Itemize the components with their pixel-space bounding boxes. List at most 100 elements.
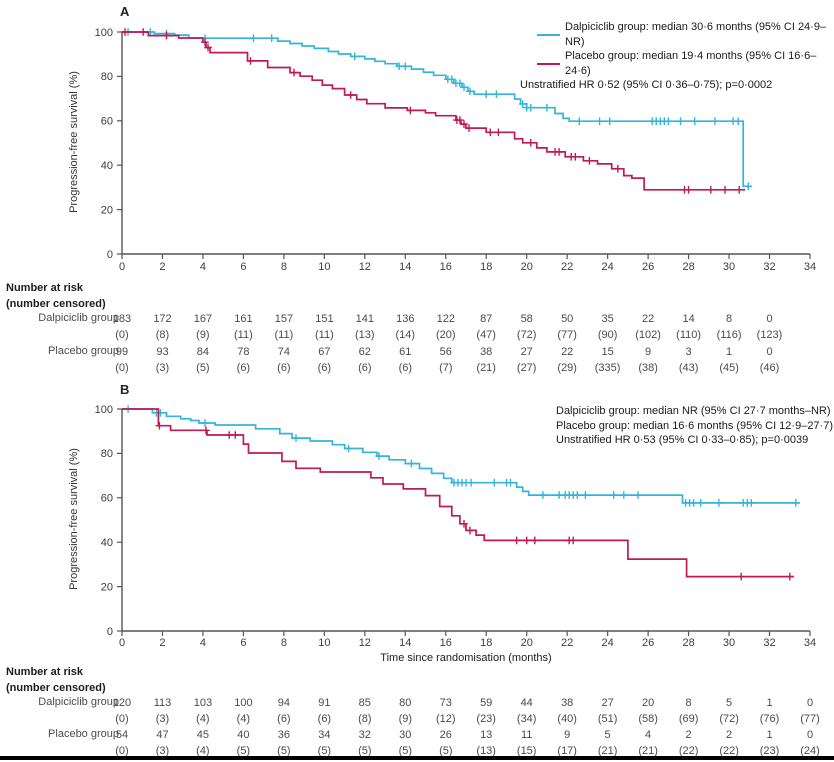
- x-tick-label: 20: [521, 261, 533, 273]
- x-tick-label: 14: [399, 261, 411, 273]
- risk-n: 103: [193, 697, 213, 709]
- x-tick-label: 16: [440, 637, 452, 649]
- x-tick-label: 18: [480, 261, 492, 273]
- risk-n: 78: [237, 346, 250, 358]
- risk-censored: (8): [358, 713, 372, 725]
- risk-cell: 26 (5): [423, 727, 469, 759]
- risk-cell: 59 (23): [463, 695, 509, 727]
- risk-cell: 35 (90): [585, 311, 631, 343]
- risk-n: 9: [564, 729, 571, 741]
- risk-cell: 32 (5): [342, 727, 388, 759]
- risk-cell: 157 (11): [261, 311, 307, 343]
- x-tick-label: 0: [119, 637, 125, 649]
- risk-cell: 113 (3): [140, 695, 186, 727]
- risk-n: 172: [153, 313, 172, 325]
- risk-censored: (58): [638, 713, 658, 725]
- risk-cell: 85 (8): [342, 695, 388, 727]
- x-tick-label: 2: [159, 261, 165, 273]
- risk-n: 3: [685, 346, 692, 358]
- risk-censored: (6): [277, 362, 291, 374]
- dalpiciclib-line-swatch: [537, 33, 560, 36]
- risk-n: 22: [641, 313, 655, 325]
- risk-n: 26: [439, 729, 452, 741]
- risk-n: 157: [274, 313, 294, 325]
- risk-n: 1: [766, 697, 773, 709]
- risk-cell: 30 (5): [382, 727, 428, 759]
- risk-cell: 58 (72): [504, 311, 550, 343]
- risk-censored: (14): [395, 329, 416, 341]
- risk-cell: 15 (335): [585, 344, 631, 376]
- x-tick-label: 2: [159, 637, 165, 649]
- x-tick-label: 4: [200, 637, 206, 649]
- x-axis-title: Time since randomisation (months): [380, 652, 552, 664]
- x-tick-label: 12: [359, 637, 371, 649]
- risk-cell: 38 (40): [544, 695, 590, 727]
- risk-censored: (0): [115, 329, 129, 341]
- risk-n: 85: [358, 697, 371, 709]
- risk-n: 59: [480, 697, 493, 709]
- risk-cell: 44 (34): [504, 695, 550, 727]
- risk-n: 27: [520, 346, 533, 358]
- risk-n: 0: [806, 729, 814, 741]
- risk-n: 30: [399, 729, 412, 741]
- risk-censored: (3): [155, 713, 170, 725]
- risk-censored: (34): [516, 713, 537, 725]
- x-tick-label: 8: [281, 261, 287, 273]
- risk-n: 4: [645, 729, 652, 741]
- risk-censored: (6): [277, 713, 291, 725]
- panel-a-label: A: [120, 4, 130, 19]
- risk-censored: (8): [155, 329, 170, 341]
- risk-cell: 9 (38): [625, 344, 671, 376]
- risk-n: 91: [318, 697, 331, 709]
- legend-entry-dalpiciclib: Dalpiciclib group: median 30·6 months (9…: [520, 20, 834, 49]
- risk-n: 8: [685, 697, 692, 709]
- risk-n: 136: [396, 313, 415, 325]
- risk-n: 15: [601, 346, 614, 358]
- risk-n: 161: [234, 313, 253, 325]
- y-tick-label: 60: [101, 493, 113, 505]
- risk-censored: (20): [436, 329, 456, 341]
- risk-n: 100: [234, 697, 253, 709]
- risk-cell: 80 (9): [382, 695, 428, 727]
- risk-cell: 73 (12): [423, 695, 469, 727]
- risk-cell: 136 (14): [382, 311, 428, 343]
- risk-censored: (21): [476, 362, 496, 374]
- risk-n: 73: [439, 697, 452, 709]
- risk-n: 40: [237, 729, 250, 741]
- risk-censored: (45): [719, 362, 739, 374]
- risk-n: 5: [604, 729, 611, 741]
- risk-censored: (6): [398, 362, 413, 374]
- risk-n: 5: [726, 697, 733, 709]
- risk-cell: 61 (6): [382, 344, 428, 376]
- risk-n: 61: [399, 346, 412, 358]
- risk-censored: (5): [196, 362, 210, 374]
- risk-n: 14: [682, 313, 695, 325]
- risk-n: 38: [480, 346, 493, 358]
- risk-cell: 1 (23): [747, 727, 793, 759]
- risk-cell: 36 (5): [261, 727, 307, 759]
- risk-cell: 84 (5): [180, 344, 226, 376]
- risk-n: 32: [358, 729, 371, 741]
- risk-censored: (69): [678, 713, 699, 725]
- x-tick-label: 14: [399, 637, 411, 649]
- risk-cell: 14 (110): [666, 311, 712, 343]
- risk-n: 27: [601, 697, 614, 709]
- x-tick-label: 24: [602, 637, 614, 649]
- risk-cell: 8 (69): [666, 695, 712, 727]
- risk-n: 93: [156, 346, 169, 358]
- x-tick-label: 6: [240, 261, 246, 273]
- risk-cell: 4 (21): [625, 727, 671, 759]
- risk-censored: (3): [155, 362, 170, 374]
- risk-cell: 22 (29): [544, 344, 590, 376]
- risk-censored: (9): [398, 713, 413, 725]
- risk-cell: 27 (27): [504, 344, 550, 376]
- risk-n: 35: [601, 313, 614, 325]
- x-tick-label: 32: [763, 637, 775, 649]
- risk-cell: 27 (51): [585, 695, 631, 727]
- y-tick-label: 100: [95, 404, 113, 416]
- risk-table-header: Number at risk: [6, 282, 84, 294]
- risk-n: 8: [726, 313, 733, 325]
- risk-cell: 0 (77): [787, 695, 833, 727]
